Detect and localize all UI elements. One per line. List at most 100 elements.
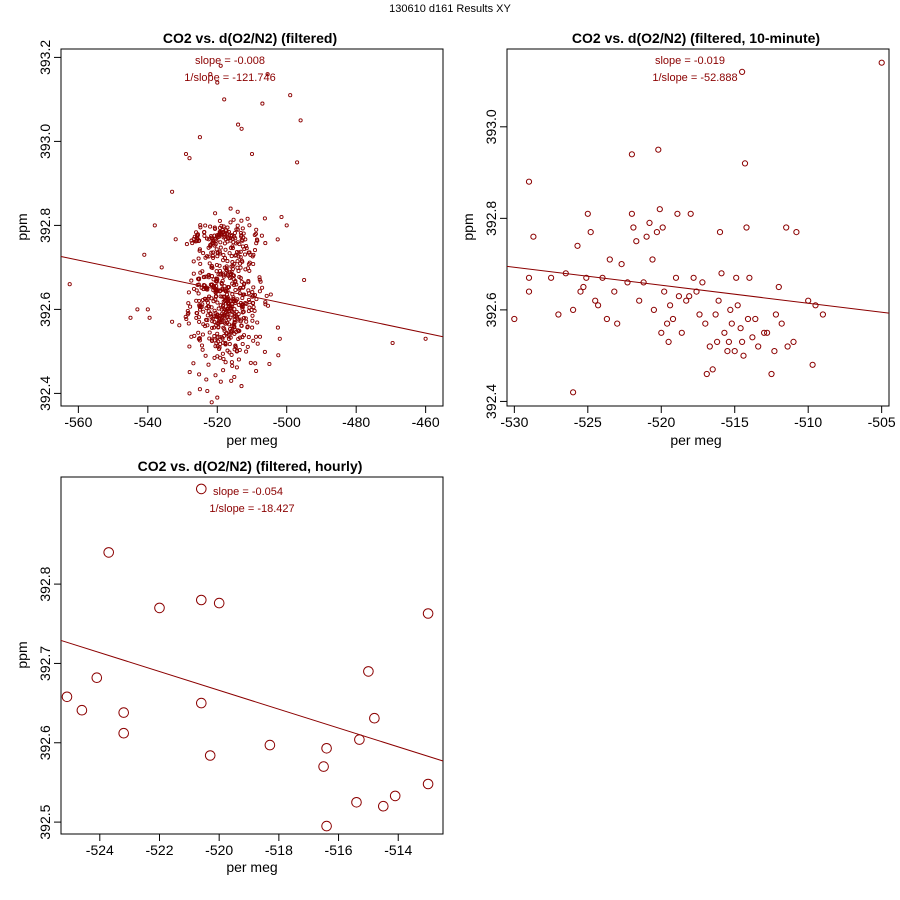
data-point xyxy=(214,323,219,328)
data-point xyxy=(222,328,227,333)
data-point xyxy=(321,820,332,832)
data-point xyxy=(209,338,215,344)
data-point xyxy=(288,93,293,98)
data-point xyxy=(217,225,222,230)
data-point xyxy=(201,275,206,280)
data-point xyxy=(252,232,257,238)
data-point xyxy=(739,338,746,345)
data-point xyxy=(739,68,746,76)
data-point xyxy=(118,727,129,739)
data-point xyxy=(185,308,190,314)
data-point xyxy=(643,233,650,240)
data-point xyxy=(251,285,256,290)
data-point xyxy=(378,800,389,812)
data-point xyxy=(603,315,611,323)
data-point xyxy=(257,275,262,280)
data-point xyxy=(236,357,241,362)
data-point xyxy=(686,293,693,300)
data-point xyxy=(783,224,790,231)
y-tick-label: 393.2 xyxy=(37,40,53,75)
data-point xyxy=(223,316,228,321)
plot-frame xyxy=(60,48,444,407)
data-point xyxy=(184,316,189,322)
data-point xyxy=(658,329,665,336)
data-point xyxy=(207,294,212,299)
data-point xyxy=(217,345,222,350)
data-point xyxy=(209,400,214,405)
data-point xyxy=(202,230,207,235)
data-point xyxy=(577,288,584,295)
data-point xyxy=(216,306,221,311)
y-tick-label: 392.5 xyxy=(37,804,53,839)
data-point xyxy=(254,368,259,374)
data-point xyxy=(201,309,206,314)
data-point xyxy=(196,291,201,296)
data-point xyxy=(389,790,401,802)
data-point xyxy=(659,224,666,231)
data-point xyxy=(91,672,103,684)
data-point xyxy=(255,238,260,243)
data-point xyxy=(222,97,227,102)
data-point xyxy=(247,300,252,305)
data-point xyxy=(245,344,250,349)
data-point xyxy=(197,336,202,341)
data-point xyxy=(674,210,681,217)
data-point xyxy=(733,274,740,281)
data-point xyxy=(211,325,217,330)
data-point xyxy=(230,246,235,251)
data-point xyxy=(209,274,215,279)
data-point xyxy=(664,320,671,327)
data-point xyxy=(369,712,380,724)
data-point xyxy=(220,278,225,283)
data-point xyxy=(771,348,778,355)
data-point xyxy=(263,300,268,305)
data-point xyxy=(525,274,533,281)
data-point xyxy=(241,315,247,320)
data-point xyxy=(236,250,241,255)
data-point xyxy=(223,307,228,312)
data-point xyxy=(196,315,201,320)
data-point xyxy=(628,151,636,158)
data-point xyxy=(229,360,234,365)
data-point xyxy=(214,278,219,283)
data-point xyxy=(197,387,202,392)
inverse-slope-annotation: 1/slope = -121.746 xyxy=(184,72,275,84)
data-point xyxy=(221,356,226,362)
data-point xyxy=(640,279,647,286)
data-point xyxy=(690,274,697,281)
y-tick-label: 392.4 xyxy=(483,384,499,419)
data-point xyxy=(235,240,240,245)
data-point xyxy=(250,290,255,295)
data-point xyxy=(229,306,234,311)
data-point xyxy=(706,343,713,350)
data-point xyxy=(247,260,252,265)
data-point xyxy=(228,315,233,320)
data-point xyxy=(207,330,212,335)
data-point xyxy=(712,311,719,318)
data-point xyxy=(235,209,240,214)
data-point xyxy=(267,361,272,367)
data-point xyxy=(246,291,251,296)
x-tick-label: -460 xyxy=(412,414,440,430)
data-point xyxy=(265,72,270,77)
data-point xyxy=(636,297,643,304)
data-point xyxy=(238,255,243,260)
data-point xyxy=(618,261,625,268)
data-point xyxy=(239,233,244,238)
data-point xyxy=(240,238,245,243)
data-point xyxy=(215,354,220,359)
data-point xyxy=(237,291,242,296)
data-point xyxy=(217,218,222,223)
data-point xyxy=(284,223,289,228)
data-point xyxy=(186,321,191,326)
y-tick-label: 392.6 xyxy=(483,292,499,327)
x-axis-label: per meg xyxy=(670,432,721,448)
data-point xyxy=(696,311,703,318)
data-point xyxy=(254,297,259,302)
data-point xyxy=(878,59,885,66)
data-point xyxy=(721,329,728,336)
data-point xyxy=(672,274,680,281)
data-point xyxy=(749,334,756,341)
data-point xyxy=(656,206,663,213)
data-point xyxy=(224,331,229,336)
